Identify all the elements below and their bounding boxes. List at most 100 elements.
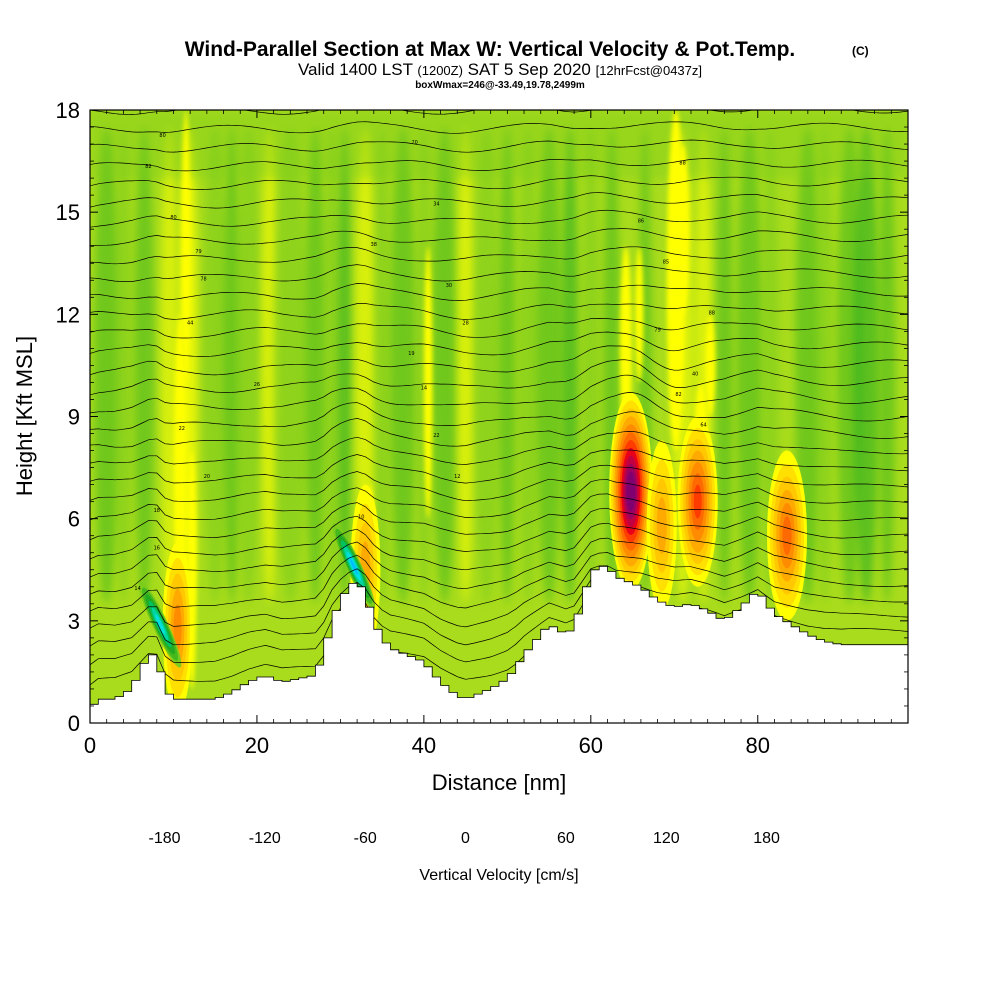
isentrope-label-2: 80	[170, 215, 176, 221]
y-tick-label-0: 0	[68, 711, 80, 736]
isentrope-label-25: 88	[709, 310, 715, 316]
isentrope-line-20	[90, 303, 908, 320]
updraft-core-3-level-3	[656, 497, 667, 554]
isentrope-label-1: 82	[145, 164, 151, 170]
y-tick-label-5: 15	[56, 200, 80, 225]
isentrope-label-8: 20	[204, 474, 210, 480]
subtitle-forecast: [12hrFcst@0437z]	[596, 63, 702, 78]
isentrope-label-15: 38	[371, 242, 377, 248]
isentrope-labels: 80 82 80 79 78 44 26 22 20 18 16 14 10 20 34 38 30 28 19 14…	[134, 133, 715, 592]
isentrope-line-21	[90, 283, 908, 301]
isentrope-line-7	[90, 507, 908, 560]
isentrope-line-4	[90, 552, 908, 612]
velocity-band-19	[457, 127, 474, 604]
isentrope-label-27: 40	[692, 372, 698, 378]
colorbar-ticks: -180 -120 -60 0 60 120 180	[148, 830, 780, 847]
isentropes	[90, 110, 908, 686]
velocity-band-8	[236, 127, 262, 604]
velocity-band-10	[273, 127, 307, 604]
isentrope-line-13	[90, 411, 908, 448]
x-tick-label-1: 20	[245, 733, 269, 758]
colorbar-tick-label-3: 0	[461, 830, 470, 847]
velocity-band-20	[474, 127, 499, 604]
isentrope-line-12	[90, 431, 908, 465]
isentrope-label-22: 88	[679, 161, 685, 167]
isentrope-label-11: 14	[134, 586, 140, 592]
isentrope-line-28	[90, 158, 908, 172]
isentrope-line-10	[90, 464, 908, 502]
isentrope-line-30	[90, 121, 908, 134]
isentrope-label-4: 78	[200, 276, 206, 282]
downdraft-core-1-level-6	[349, 557, 359, 575]
upper-band	[90, 110, 908, 179]
box-wmax-label: boxWmax=246@-33.49,19.78,2499m	[415, 80, 585, 91]
velocity-band-22	[518, 127, 539, 604]
isentrope-line-27	[90, 175, 908, 190]
terrain-outline	[90, 565, 908, 723]
isentrope-label-21: 12	[454, 474, 460, 480]
isentrope-label-23: 86	[638, 218, 644, 224]
y-tick-label-3: 9	[68, 405, 80, 430]
subtitle-utc: (1200Z)	[417, 63, 463, 78]
isentrope-line-9	[90, 479, 908, 521]
velocity-band-13	[337, 127, 352, 604]
isentrope-line-26	[90, 192, 908, 209]
velocity-band-9	[261, 127, 278, 604]
isentrope-line-24	[90, 228, 908, 246]
y-axis: 0 3 6 9 12 15 18	[56, 98, 908, 736]
colorbar-tick-label-0: -180	[148, 830, 180, 847]
updraft-core-5-level-5	[782, 516, 792, 556]
isentrope-line-5	[90, 537, 908, 595]
isentrope-label-9: 18	[154, 508, 160, 514]
velocity-band-2	[134, 127, 155, 604]
velocity-cores	[138, 110, 807, 713]
isentrope-line-19	[90, 318, 908, 339]
isentrope-label-7: 22	[179, 426, 185, 432]
isentrope-label-6: 26	[254, 382, 260, 388]
updraft-core-0-level-4	[173, 604, 182, 651]
downdraft-core-0-level-5	[155, 614, 165, 635]
isentrope-label-18: 19	[408, 351, 414, 357]
updraft-tower-2	[181, 110, 191, 383]
isentrope-line-25	[90, 209, 908, 228]
velocity-band-12	[323, 127, 341, 604]
isentrope-label-20: 22	[433, 433, 439, 439]
y-tick-label-2: 6	[68, 507, 80, 532]
velocity-band-7	[223, 127, 241, 604]
isentrope-line-22	[90, 264, 908, 282]
x-tick-label-2: 40	[412, 733, 436, 758]
isentrope-label-26: 79	[654, 327, 660, 333]
x-axis-label: Distance [nm]	[432, 770, 567, 795]
colorbar-tick-label-2: -60	[354, 830, 377, 847]
chart-title: Wind-Parallel Section at Max W: Vertical…	[185, 38, 796, 61]
y-tick-label-6: 18	[56, 98, 80, 123]
velocity-band-21	[499, 127, 516, 604]
isentrope-label-19: 14	[421, 385, 427, 391]
velocity-band-0	[94, 127, 120, 604]
colorbar-tick-label-4: 60	[557, 830, 575, 847]
updraft-core-4-level-6	[693, 484, 702, 519]
terrain-mask	[90, 566, 908, 723]
velocity-band-31	[736, 127, 762, 604]
updraft-tower-6	[635, 246, 644, 383]
isentrope-line-15	[90, 374, 908, 414]
isentrope-label-0: 80	[159, 133, 165, 139]
isentrope-line-11	[90, 449, 908, 484]
subtitle-valid: Valid 1400 LST	[298, 60, 413, 79]
isentrope-line-16	[90, 359, 908, 396]
y-axis-label: Height [Kft MSL]	[12, 336, 37, 496]
plot-area: 80 82 80 79 78 44 26 22 20 18 16 14 10 20 34 38 30 28 19 14…	[90, 110, 908, 723]
isentrope-label-29: 64	[700, 423, 706, 429]
subtitle-date: SAT 5 Sep 2020	[468, 60, 591, 79]
velocity-band-36	[853, 127, 879, 604]
colorbar-label: Vertical Velocity [cm/s]	[419, 867, 578, 884]
isentrope-label-14: 34	[433, 201, 439, 207]
copyright-mark: (C)	[852, 44, 869, 58]
isentrope-line-18	[90, 331, 908, 357]
isentrope-line-17	[90, 345, 908, 376]
colorbar-tick-label-5: 120	[653, 830, 680, 847]
isentrope-label-3: 79	[195, 249, 201, 255]
velocity-band-6	[202, 127, 228, 604]
updraft-core-2-level-11	[628, 479, 634, 504]
isentrope-label-10: 16	[154, 545, 160, 551]
